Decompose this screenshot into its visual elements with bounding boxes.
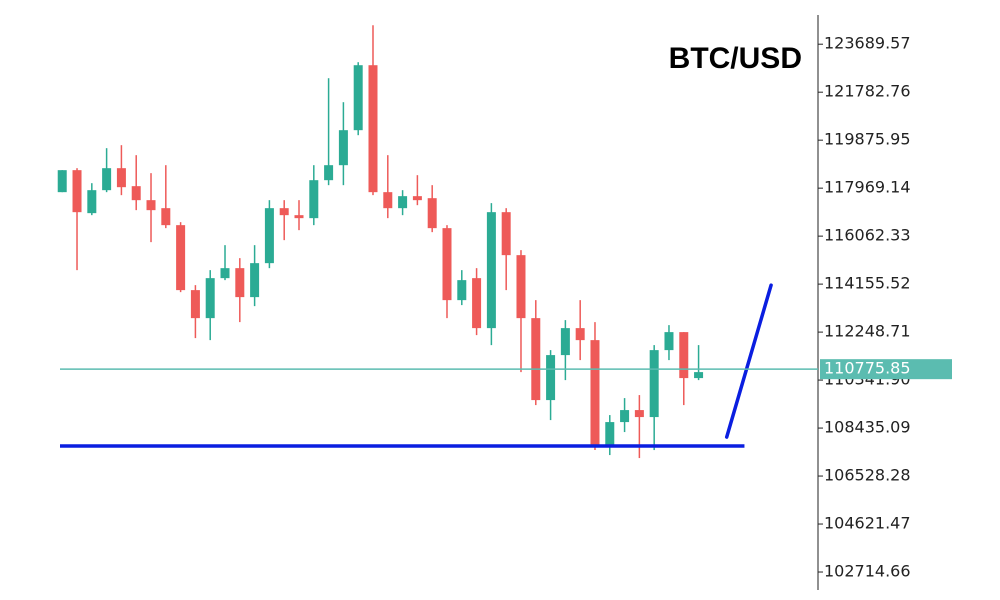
- candle-body: [501, 212, 511, 256]
- candle-body: [516, 255, 526, 319]
- y-tick-label: 108435.09: [824, 418, 911, 437]
- y-tick-label: 102714.66: [824, 562, 911, 581]
- trend-line: [724, 283, 773, 439]
- candle-body: [87, 190, 97, 214]
- candle-body: [235, 268, 245, 298]
- candle-body: [649, 350, 659, 418]
- candle-body: [368, 65, 378, 193]
- chart-title: BTC/USD: [669, 42, 802, 75]
- candle-body: [338, 130, 348, 166]
- y-tick-label: 104621.47: [824, 514, 911, 533]
- candle-body: [294, 215, 304, 219]
- candle-body: [324, 165, 334, 181]
- candle-body: [679, 332, 689, 379]
- candle-body: [72, 170, 82, 213]
- candle-body: [575, 328, 585, 341]
- candle-body: [116, 168, 126, 188]
- candle-body: [279, 208, 289, 216]
- candle-body: [131, 186, 141, 201]
- candle-body: [427, 198, 437, 229]
- candle-body: [472, 278, 482, 329]
- candle-body: [560, 328, 570, 356]
- candle-body: [250, 263, 260, 298]
- candle-body: [161, 208, 171, 226]
- y-tick-label: 121782.76: [824, 82, 911, 101]
- candle-body: [220, 268, 230, 279]
- candle-body: [102, 168, 112, 191]
- y-tick-label: 119875.95: [824, 130, 911, 149]
- candle-body: [353, 65, 363, 131]
- candle-body: [531, 318, 541, 401]
- candle-body: [57, 170, 67, 193]
- candle-body: [620, 410, 630, 423]
- candle-body: [694, 372, 704, 379]
- price-tag-label: 110775.85: [824, 359, 911, 378]
- candle-body: [412, 196, 422, 201]
- y-tick-label: 123689.57: [824, 34, 911, 53]
- candle-body: [605, 422, 615, 446]
- candle-body: [190, 290, 200, 319]
- candle-body: [264, 208, 274, 264]
- candle-body: [398, 196, 408, 209]
- candle-body: [590, 340, 600, 446]
- candle-body: [664, 332, 674, 351]
- candle-body: [309, 180, 319, 219]
- candle-body: [176, 225, 186, 291]
- y-tick-label: 114155.52: [824, 274, 911, 293]
- candle-body: [634, 410, 644, 418]
- y-tick-label: 106528.28: [824, 466, 911, 485]
- candle-body: [442, 228, 452, 301]
- price-tag: [820, 359, 952, 380]
- y-tick-label: 116062.33: [824, 226, 911, 245]
- y-tick-label: 117969.14: [824, 178, 911, 197]
- candle-body: [205, 278, 215, 319]
- candle-body: [383, 192, 393, 209]
- candle-body: [486, 212, 496, 329]
- candle-body: [146, 200, 156, 211]
- candle-body: [457, 280, 467, 301]
- candle-body: [546, 355, 556, 401]
- y-tick-label: 112248.71: [824, 322, 911, 341]
